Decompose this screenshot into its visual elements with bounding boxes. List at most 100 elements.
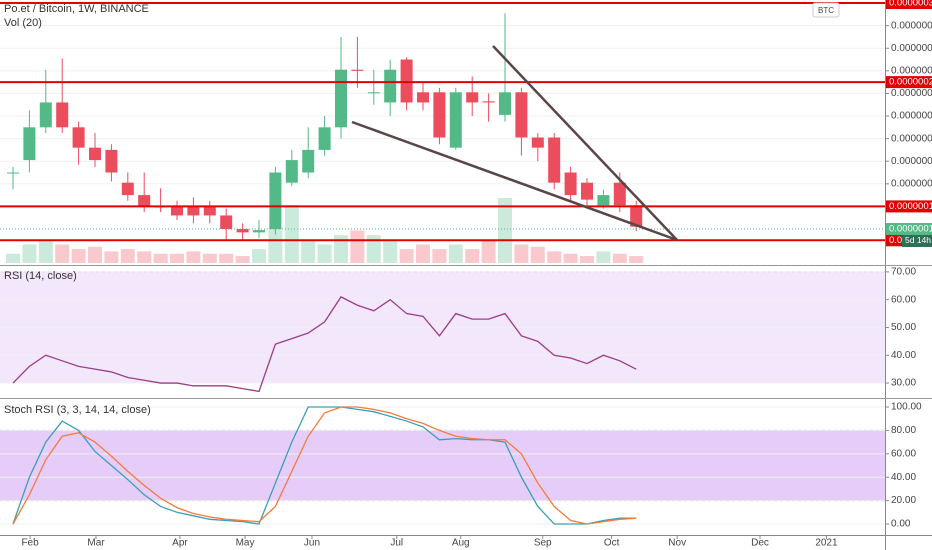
y-tick-label: 100.00: [891, 402, 922, 413]
x-tick-label: Jul: [390, 538, 403, 549]
candle-body: [138, 195, 151, 207]
last-price-box: [886, 222, 932, 235]
volume-label: Vol (20): [4, 17, 42, 29]
volume-bar: [481, 239, 496, 263]
candle-body: [433, 92, 446, 138]
y-tick-label: 0.00000026: [891, 65, 932, 76]
volume-bar: [383, 239, 398, 263]
volume-bar: [186, 251, 201, 263]
candle-body: [367, 92, 380, 94]
volume-bar: [22, 244, 37, 263]
x-tick-label: Mar: [87, 538, 105, 549]
candle-body: [531, 137, 544, 148]
volume-bar: [284, 204, 299, 263]
y-tick-label: 30.00: [891, 378, 916, 389]
candle-body: [72, 127, 85, 148]
volume-bar: [448, 244, 463, 263]
level-label: 0.00000025: [889, 77, 932, 88]
currency-button[interactable]: [812, 2, 840, 18]
indicator-line: [12, 406, 637, 525]
volume-bar: [596, 251, 611, 263]
trend-line: [351, 120, 678, 242]
volume-bar: [235, 256, 250, 263]
last-price-label: 0.00000012: [889, 224, 932, 235]
candle-body: [302, 149, 315, 173]
volume-bar: [153, 253, 168, 263]
volume-bar: [137, 251, 152, 263]
candle-body: [581, 182, 593, 200]
candle-body: [597, 195, 610, 206]
candle-body: [171, 206, 183, 216]
volume-bar: [88, 246, 102, 263]
x-tick-label: Feb: [21, 538, 39, 549]
x-tick-label: Oct: [604, 538, 620, 549]
candle-body: [23, 127, 36, 161]
candle-body: [285, 160, 298, 183]
y-tick-label: 20.00: [891, 495, 916, 506]
x-tick-label: Dec: [751, 538, 769, 549]
countdown-label: 5d 14h: [905, 235, 931, 245]
volume-bar: [350, 230, 365, 263]
candle-body: [203, 206, 216, 216]
volume-bar: [547, 251, 562, 263]
y-tick-label: 0.00000016: [891, 178, 932, 189]
candle-body: [7, 172, 19, 174]
volume-bar: [55, 244, 70, 263]
candle-body: [449, 92, 462, 148]
countdown-box: [902, 234, 932, 247]
volume-bar: [120, 249, 135, 263]
candle-body: [564, 172, 577, 196]
candle-body: [318, 127, 331, 150]
volume-bar: [268, 228, 283, 263]
volume-bar: [104, 251, 119, 263]
candle-body: [400, 59, 413, 103]
volume-bar: [432, 249, 447, 263]
volume-bar: [514, 244, 529, 263]
y-tick-label: 0.00000024: [891, 88, 932, 99]
y-tick-label: 40.00: [891, 350, 916, 361]
candle-body: [121, 182, 134, 196]
x-tick-label: May: [236, 538, 255, 549]
candle-body: [515, 92, 528, 138]
volume-bar: [416, 244, 430, 263]
y-tick-label: 50.00: [891, 322, 916, 333]
volume-bar: [202, 253, 217, 263]
y-tick-label: 0.00000018: [891, 156, 932, 167]
y-tick-label: 40.00: [891, 472, 916, 483]
candle-body: [630, 205, 643, 227]
candle-body: [335, 69, 347, 128]
y-tick-label: 0.00000022: [891, 111, 932, 122]
candle-body: [187, 206, 200, 216]
volume-bar: [219, 253, 234, 263]
level-label: 0.00000032: [889, 0, 932, 9]
x-tick-label: Aug: [452, 538, 470, 549]
volume-bar: [612, 253, 627, 263]
volume-bar: [629, 256, 644, 263]
volume-bar: [317, 244, 332, 263]
level-label-box: [886, 76, 932, 89]
volume-bar: [580, 256, 594, 263]
level-label-box: [886, 0, 932, 10]
candle-body: [236, 228, 249, 233]
y-tick-label: 80.00: [891, 425, 916, 436]
candle-body: [220, 215, 233, 229]
volume-bar: [366, 235, 381, 263]
volume-bar: [252, 249, 266, 263]
candle-body: [548, 137, 561, 183]
volume-bar: [465, 249, 480, 263]
candle-body: [269, 172, 282, 229]
rsi-title: RSI (14, close): [4, 270, 77, 282]
candle-body: [613, 182, 626, 206]
currency-label[interactable]: BTC: [818, 6, 834, 15]
candle-body: [39, 102, 52, 128]
candle-body: [417, 92, 429, 103]
x-tick-label: Apr: [172, 538, 188, 549]
y-tick-label: 70.00: [891, 267, 916, 278]
volume-bar: [71, 249, 86, 263]
volume-bar: [498, 198, 512, 263]
volume-bar: [399, 249, 414, 263]
volume-bar: [563, 253, 578, 263]
